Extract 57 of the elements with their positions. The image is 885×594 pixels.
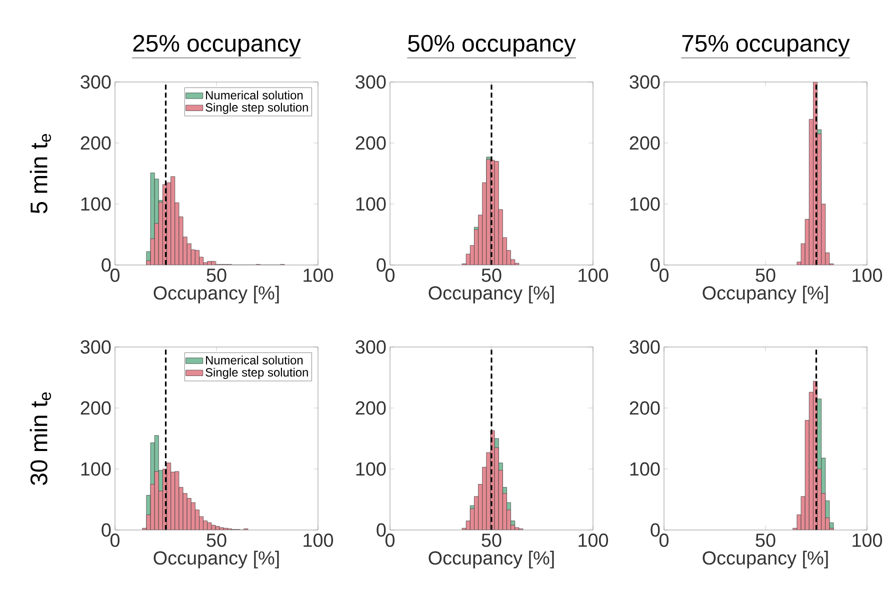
y-tick-label: 300 (356, 75, 386, 89)
x-tick-label: 0 (385, 268, 395, 282)
y-tick-label: 100 (81, 462, 111, 476)
x-tick-label: 0 (659, 268, 669, 282)
x-axis-title: Occupancy [%] (702, 286, 828, 304)
x-tick-label: 100 (578, 534, 608, 547)
y-tick-label: 100 (356, 197, 386, 211)
x-tick-label: 0 (659, 534, 669, 547)
y-axis-title: 30 min t$_{e}$ (30, 392, 52, 486)
y-tick-label: 200 (80, 401, 111, 415)
x-axis-title: Occupancy [%] (154, 286, 279, 304)
y-tick-label: 300 (630, 75, 660, 89)
x-tick-label: 50 (482, 268, 502, 282)
x-tick-label: 50 (756, 534, 776, 547)
legend-label: Numerical solution (206, 90, 303, 100)
y-tick-label: 200 (356, 401, 386, 415)
y-tick-label: 300 (356, 340, 386, 354)
legend-label: Single step solution (206, 368, 308, 379)
x-axis-title: Occupancy [%] (702, 550, 828, 568)
x-axis-title: Occupancy [%] (428, 286, 554, 304)
x-tick-label: 50 (482, 534, 502, 547)
x-tick-label: 50 (206, 268, 226, 282)
y-tick-label: 100 (81, 197, 111, 211)
x-tick-label: 100 (304, 268, 334, 282)
y-axis-title: 5 min t$_{e}$ (30, 134, 52, 214)
y-tick-label: 0 (650, 258, 660, 272)
y-tick-label: 100 (630, 462, 660, 476)
x-tick-label: 100 (578, 268, 608, 282)
x-tick-label: 0 (110, 534, 120, 547)
y-tick-label: 0 (102, 523, 111, 537)
y-tick-label: 0 (102, 258, 111, 272)
y-tick-label: 300 (80, 340, 111, 354)
x-tick-label: 0 (385, 534, 395, 547)
y-tick-label: 200 (630, 401, 660, 415)
y-tick-label: 0 (650, 523, 660, 537)
x-axis-title: Occupancy [%] (428, 550, 554, 568)
y-tick-label: 100 (630, 197, 660, 211)
y-tick-label: 0 (376, 523, 386, 537)
y-tick-label: 0 (376, 258, 386, 272)
x-tick-label: 50 (206, 534, 226, 547)
legend-label: Single step solution (206, 102, 308, 114)
x-tick-label: 0 (110, 268, 120, 282)
y-tick-label: 300 (80, 75, 111, 89)
y-tick-label: 100 (356, 462, 386, 476)
y-tick-label: 200 (356, 136, 386, 150)
chart-title: 75% occupancy (682, 34, 850, 57)
x-axis-title: Occupancy [%] (154, 550, 279, 568)
y-tick-label: 200 (80, 136, 111, 150)
chart-title: 50% occupancy (408, 34, 576, 57)
x-tick-label: 100 (852, 534, 882, 547)
x-tick-label: 100 (304, 534, 334, 547)
legend-label: Numerical solution (206, 356, 303, 364)
chart-title: 25% occupancy (133, 34, 301, 57)
x-tick-label: 50 (756, 268, 776, 282)
y-tick-label: 200 (630, 136, 660, 150)
y-tick-label: 300 (630, 340, 660, 354)
x-tick-label: 100 (852, 268, 882, 282)
